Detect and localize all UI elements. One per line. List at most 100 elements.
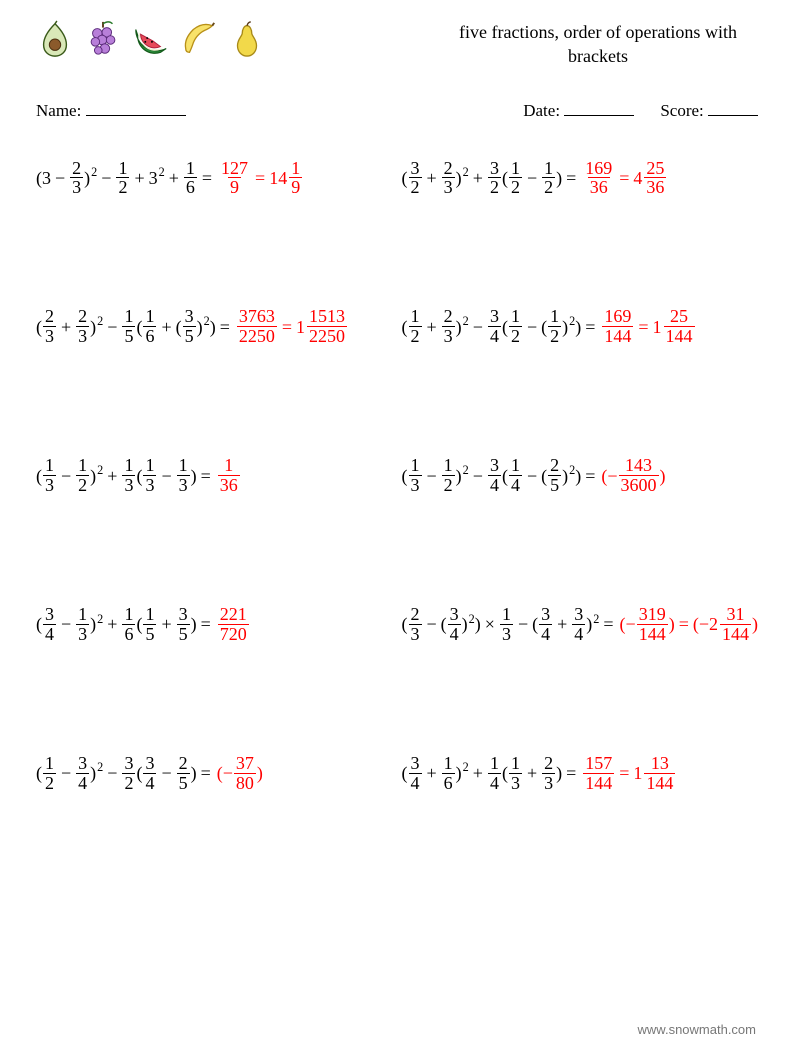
fraction: 32 xyxy=(122,754,135,793)
expression: (13−12)2−34(14−(25)2)= xyxy=(402,456,600,495)
math-text: ( xyxy=(402,467,408,485)
math-text: ) xyxy=(191,615,197,633)
exponent: 2 xyxy=(463,464,469,476)
exponent: 2 xyxy=(469,613,475,625)
math-text: (3 xyxy=(36,169,51,187)
fraction: 12 xyxy=(509,159,522,198)
fraction: 12 xyxy=(409,307,422,346)
expression: (12+23)2−34(12−(12)2)= xyxy=(402,307,600,346)
fraction: 13 xyxy=(122,456,135,495)
math-text: ( xyxy=(36,764,42,782)
answer: 136 xyxy=(217,456,241,495)
expression: (34+16)2+14(13+23)= xyxy=(402,754,581,793)
operator: + xyxy=(161,318,171,336)
fraction: 13 xyxy=(76,605,89,644)
fraction: 23 xyxy=(70,159,83,198)
operator: − xyxy=(427,467,437,485)
fraction: 14 xyxy=(509,456,522,495)
fraction: 37632250 xyxy=(237,307,277,346)
date-blank[interactable] xyxy=(564,99,634,116)
operator: × xyxy=(485,615,495,633)
problem-7: (34−13)2+16(15+35)=221720 xyxy=(36,605,388,644)
name-field: Name: xyxy=(36,99,186,121)
mixed-number: 113144 xyxy=(633,754,676,793)
math-text: ) xyxy=(84,169,90,187)
math-text: ) xyxy=(90,318,96,336)
date-label: Date: xyxy=(523,101,560,120)
title-line-1: five fractions, order of operations with xyxy=(438,20,758,44)
problem-10: (34+16)2+14(13+23)=157144=113144 xyxy=(402,754,759,793)
exponent: 2 xyxy=(463,315,469,327)
fraction: 25 xyxy=(177,754,190,793)
math-text: ) xyxy=(475,615,481,633)
exponent: 2 xyxy=(97,761,103,773)
problem-5: (13−12)2+13(13−13)=136 xyxy=(36,456,388,495)
fraction: 23 xyxy=(442,159,455,198)
operator: + xyxy=(161,615,171,633)
exponent: 2 xyxy=(463,761,469,773)
operator: − xyxy=(427,615,437,633)
operator: − xyxy=(161,764,171,782)
operator: − xyxy=(61,615,71,633)
exponent: 2 xyxy=(159,166,165,178)
operator: = xyxy=(679,615,689,633)
fraction: 221720 xyxy=(218,605,249,644)
math-text: ( xyxy=(176,318,182,336)
problem-8: (23−(34)2)×13−(34+34)2=(−319144)=(−23114… xyxy=(402,605,759,644)
mixed-number: 125144 xyxy=(653,307,696,346)
math-text: ) xyxy=(586,615,592,633)
answer: 169144=125144 xyxy=(601,307,695,346)
math-text: ) xyxy=(462,615,468,633)
fraction: 14 xyxy=(488,754,501,793)
name-blank[interactable] xyxy=(86,99,186,116)
operator: − xyxy=(518,615,528,633)
math-text: ) xyxy=(456,318,462,336)
fraction: 319144 xyxy=(637,605,668,644)
fraction: 34 xyxy=(76,754,89,793)
fraction: 23 xyxy=(409,605,422,644)
problems-grid: (3−23)2−12+32+16=1279=1419(32+23)2+32(12… xyxy=(36,159,758,793)
math-text: ( xyxy=(441,615,447,633)
math-text: ) xyxy=(191,467,197,485)
exponent: 2 xyxy=(569,315,575,327)
meta-row: Name: Date: Score: xyxy=(36,99,758,121)
math-text: ( xyxy=(136,318,142,336)
fraction: 12 xyxy=(509,307,522,346)
math-text: ( xyxy=(136,615,142,633)
operator: = xyxy=(202,169,212,187)
score-field: Score: xyxy=(660,99,758,121)
math-text: ) xyxy=(575,467,581,485)
operator: + xyxy=(61,318,71,336)
fraction: 34 xyxy=(488,456,501,495)
fraction: 15 xyxy=(143,605,156,644)
fraction: 34 xyxy=(409,754,422,793)
answer: (−3780) xyxy=(217,754,263,793)
expression: (32+23)2+32(12−12)= xyxy=(402,159,581,198)
fraction: 34 xyxy=(143,754,156,793)
worksheet-title: five fractions, order of operations with… xyxy=(438,20,758,69)
math-text: (− xyxy=(693,615,709,633)
fraction: 12 xyxy=(76,456,89,495)
fraction: 3780 xyxy=(234,754,256,793)
math-text: ( xyxy=(541,467,547,485)
math-text: ) xyxy=(752,615,758,633)
fraction: 34 xyxy=(488,307,501,346)
fraction: 25 xyxy=(548,456,561,495)
fraction: 35 xyxy=(177,605,190,644)
fraction: 12 xyxy=(43,754,56,793)
problem-4: (12+23)2−34(12−(12)2)=169144=125144 xyxy=(402,307,759,346)
expression: (23−(34)2)×13−(34+34)2= xyxy=(402,605,618,644)
operator: + xyxy=(473,764,483,782)
exponent: 2 xyxy=(569,464,575,476)
math-text: ) xyxy=(575,318,581,336)
math-text: ( xyxy=(36,318,42,336)
fraction: 23 xyxy=(542,754,555,793)
watermelon-icon xyxy=(132,20,170,58)
expression: (34−13)2+16(15+35)= xyxy=(36,605,215,644)
math-text: ) xyxy=(257,764,263,782)
score-blank[interactable] xyxy=(708,99,758,116)
answer: (−319144)=(−231144) xyxy=(620,605,758,644)
fraction: 13 xyxy=(409,456,422,495)
fraction: 12 xyxy=(548,307,561,346)
operator: − xyxy=(101,169,111,187)
